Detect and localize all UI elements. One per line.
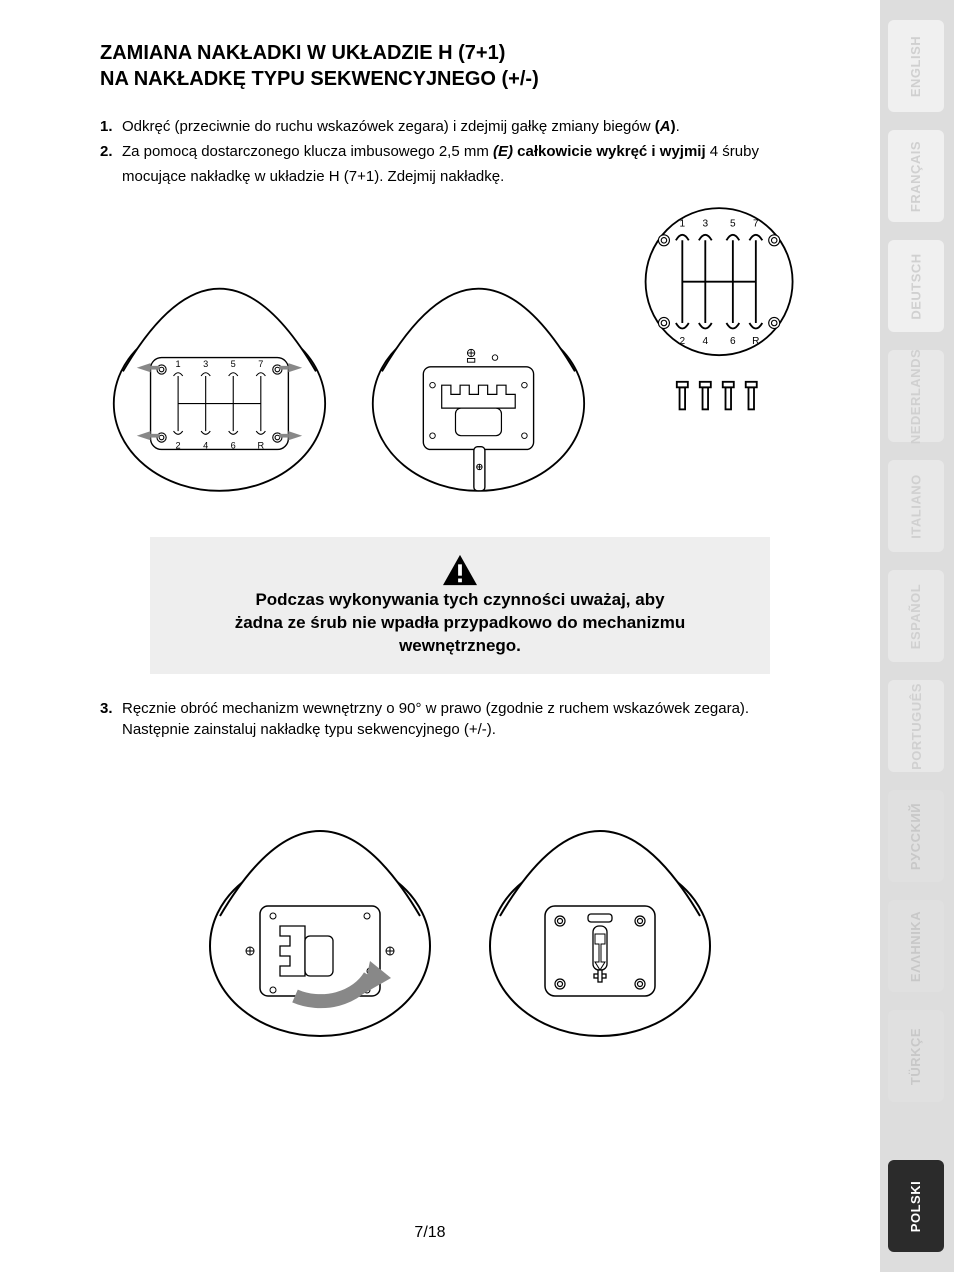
svg-text:4: 4 [203, 441, 208, 451]
svg-text:6: 6 [231, 441, 236, 451]
lang-label: NEDERLANDS [909, 348, 924, 443]
svg-text:7: 7 [753, 219, 759, 230]
title-line1: ZAMIANA NAKŁADKI W UKŁADZIE H (7+1) [100, 42, 505, 64]
step-2: 2. Za pomocą dostarczonego klucza imbuso… [100, 141, 820, 162]
step-num: 2. [100, 141, 122, 162]
lang-tab-deutsch[interactable]: DEUTSCH [888, 240, 944, 332]
page-number: 7/18 [0, 1224, 860, 1242]
lang-tab-polski[interactable]: POLSKI [888, 1160, 944, 1252]
lang-label: TÜRKÇE [909, 1027, 924, 1084]
svg-text:1: 1 [176, 359, 181, 369]
step-text: Odkręć (przeciwnie do ruchu wskazówek ze… [122, 116, 820, 137]
step-num: 1. [100, 116, 122, 137]
svg-text:1: 1 [679, 219, 685, 230]
lang-label: ESPAÑOL [909, 583, 924, 648]
lang-label: PУCCKИЙ [909, 802, 924, 869]
warning-line2: żadna ze śrub nie wpadła przypadkowo do … [235, 613, 686, 632]
svg-text:6: 6 [730, 336, 736, 347]
plate-closeup-diagram: 1 3 5 7 2 4 6 R [618, 193, 820, 453]
step-text: Za pomocą dostarczonego klucza imbusoweg… [122, 141, 820, 162]
title-line2: NA NAKŁADKĘ TYPU SEKWENCYJNEGO (+/-) [100, 68, 539, 90]
svg-text:R: R [752, 336, 759, 347]
shifter-h-diagram: 1 3 5 7 2 4 6 R [100, 193, 339, 513]
step-3: 3. Ręcznie obróć mechanizm wewnętrzny o … [100, 698, 820, 740]
lang-label: FRANÇAIS [909, 140, 924, 211]
lang-label: ENGLISH [909, 35, 924, 96]
lang-tab-español[interactable]: ESPAÑOL [888, 570, 944, 662]
svg-text:4: 4 [702, 336, 708, 347]
warning-icon [441, 553, 479, 587]
svg-text:3: 3 [702, 219, 708, 230]
svg-text:3: 3 [203, 359, 208, 369]
diagram-row-2 [100, 746, 820, 1046]
lang-label: DEUTSCH [909, 253, 924, 319]
step-1: 1. Odkręć (przeciwnie do ruchu wskazówek… [100, 116, 820, 137]
lang-tab-português[interactable]: PORTUGUÊS [888, 680, 944, 772]
lang-tab-italiano[interactable]: ITALIANO [888, 460, 944, 552]
lang-label: ITALIANO [909, 474, 924, 538]
lang-tab-nederlands[interactable]: NEDERLANDS [888, 350, 944, 442]
lang-tab-türkçe[interactable]: TÜRKÇE [888, 1010, 944, 1102]
lang-label: PORTUGUÊS [909, 683, 924, 770]
shifter-open-diagram [359, 193, 598, 513]
diagram-row-1: 1 3 5 7 2 4 6 R [100, 193, 820, 513]
step-2-cont: mocujące nakładkę w układzie H (7+1). Zd… [100, 166, 820, 187]
svg-text:2: 2 [176, 441, 181, 451]
svg-text:7: 7 [258, 359, 263, 369]
lang-label: ΕΛΛΗΝΙΚΑ [909, 910, 924, 981]
language-sidebar: ENGLISH FRANÇAIS DEUTSCH NEDERLANDS ITALIANO… [880, 0, 954, 1272]
lang-tab-english[interactable]: ENGLISH [888, 20, 944, 112]
svg-text:5: 5 [730, 219, 736, 230]
step-text: Ręcznie obróć mechanizm wewnętrzny o 90°… [122, 698, 820, 740]
lang-tab-pуcckий[interactable]: PУCCKИЙ [888, 790, 944, 882]
rotate-diagram [195, 746, 445, 1046]
warning-line3: wewnętrznego. [399, 636, 521, 655]
page-title: ZAMIANA NAKŁADKI W UKŁADZIE H (7+1) NA N… [100, 40, 820, 92]
sequential-diagram [475, 746, 725, 1046]
lang-tab-ελληνικα[interactable]: ΕΛΛΗΝΙΚΑ [888, 900, 944, 992]
lang-tab-français[interactable]: FRANÇAIS [888, 130, 944, 222]
svg-text:5: 5 [231, 359, 236, 369]
page-content: ZAMIANA NAKŁADKI W UKŁADZIE H (7+1) NA N… [0, 0, 860, 1046]
warning-box: Podczas wykonywania tych czynności uważa… [150, 537, 770, 674]
svg-text:2: 2 [679, 336, 685, 347]
lang-label: POLSKI [909, 1180, 924, 1231]
warning-line1: Podczas wykonywania tych czynności uważa… [255, 590, 664, 609]
step-num: 3. [100, 698, 122, 740]
svg-text:R: R [258, 441, 265, 451]
